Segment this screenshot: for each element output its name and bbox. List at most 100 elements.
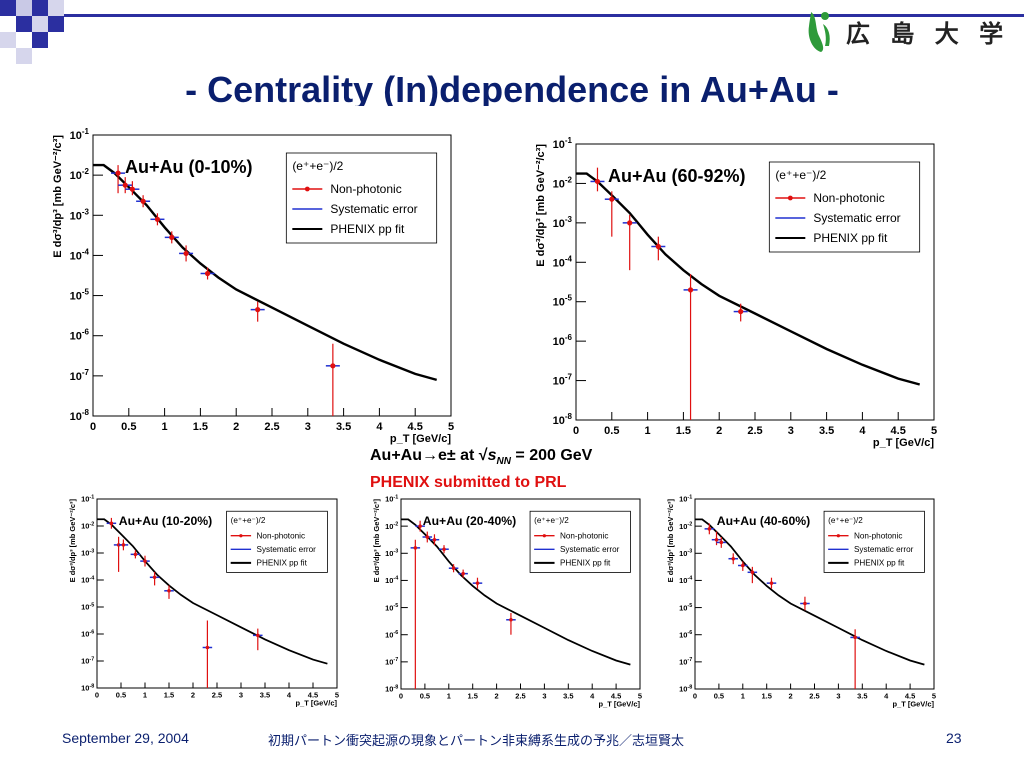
x-tick-label: 0.5 <box>604 425 619 437</box>
y-tick-label: 10-8 <box>553 412 573 427</box>
logo-emblem-dot <box>821 12 829 20</box>
data-point <box>122 182 128 188</box>
x-tick-label: 1.5 <box>193 421 208 433</box>
x-tick-label: 0.5 <box>420 692 430 701</box>
legend-entry: PHENIX pp fit <box>813 231 888 245</box>
x-tick-label: 1 <box>162 421 168 433</box>
plot-frame <box>92 134 452 417</box>
x-tick-label: 1 <box>447 692 451 701</box>
x-tick-label: 4.5 <box>905 692 915 701</box>
legend-box <box>285 152 438 244</box>
corner-square <box>0 0 16 16</box>
legend-entry: Non-photonic <box>257 531 306 540</box>
data-point <box>738 308 744 315</box>
y-tick-label: 10-7 <box>81 656 94 665</box>
x-tick-label: 0.5 <box>714 692 724 701</box>
x-tick-label: 2.5 <box>515 692 525 701</box>
x-tick-label: 2.5 <box>747 425 762 437</box>
x-tick-label: 5 <box>335 691 339 700</box>
y-tick-label: 10-4 <box>81 575 94 584</box>
y-tick-label: 10-1 <box>70 127 90 142</box>
x-axis-label: p_T [GeV/c] <box>390 433 451 445</box>
data-point <box>731 556 736 561</box>
legend-entry: PHENIX pp fit <box>257 559 308 568</box>
x-tick-label: 1.5 <box>676 425 691 437</box>
x-tick-label: 5 <box>931 425 937 437</box>
legend-entry: Non-photonic <box>330 182 401 196</box>
data-point <box>255 307 261 313</box>
data-point <box>205 645 210 650</box>
data-point <box>256 633 260 638</box>
corner-square <box>48 0 64 16</box>
university-logo <box>808 12 830 52</box>
y-tick-label: 10-8 <box>81 683 94 692</box>
y-tick-label: 10-3 <box>385 549 398 558</box>
data-point <box>121 543 126 547</box>
y-tick-label: 10-8 <box>70 408 90 423</box>
y-tick-label: 10-2 <box>70 167 90 182</box>
y-tick-label: 10-2 <box>81 521 94 530</box>
plot-frame <box>400 498 641 690</box>
corner-square <box>0 32 16 48</box>
y-tick-label: 10-4 <box>70 247 90 262</box>
plot-frame <box>575 143 935 421</box>
x-tick-label: 2.5 <box>212 691 222 700</box>
data-point <box>154 216 161 222</box>
x-tick-label: 4.5 <box>611 692 621 701</box>
particle-label: e± <box>438 447 456 464</box>
x-tick-label: 2 <box>495 692 499 701</box>
x-tick-label: 2 <box>716 425 722 437</box>
x-tick-label: 0 <box>573 425 579 437</box>
y-tick-label: 10-3 <box>70 207 90 222</box>
x-tick-label: 0.5 <box>116 691 126 700</box>
legend-entry: Non-photonic <box>854 531 903 540</box>
y-axis-label: E dσ³/dp³ [mb GeV⁻²/c³] <box>535 144 547 267</box>
data-point <box>109 521 114 526</box>
arrow-symbol: → <box>422 447 438 464</box>
y-tick-label: 10-7 <box>553 373 573 388</box>
x-tick-label: 1.5 <box>164 691 174 700</box>
x-tick-label: 3 <box>239 691 243 700</box>
y-axis-label: E dσ³/dp³ [mb GeV⁻²/c³] <box>372 498 381 582</box>
y-tick-label: 10-7 <box>385 657 398 666</box>
energy-subscript: NN <box>496 456 511 468</box>
legend-entry: PHENIX pp fit <box>854 559 905 568</box>
fit-curve <box>97 518 328 665</box>
x-tick-label: 2 <box>789 692 793 701</box>
y-tick-label: 10-1 <box>553 136 573 151</box>
y-tick-label: 10-1 <box>81 494 94 503</box>
x-tick-label: 4 <box>376 421 383 433</box>
y-axis-label: E dσ³/dp³ [mb GeV⁻²/c³] <box>666 498 675 582</box>
data-point <box>714 537 719 542</box>
legend-box <box>768 161 921 253</box>
fit-curve <box>576 172 921 386</box>
data-point <box>803 601 807 606</box>
footer-center-text: 初期パートン衝突起源の現象とパートン非束縛系生成の予兆／志垣賢太 <box>268 734 685 749</box>
y-tick-label: 10-7 <box>70 368 90 383</box>
x-axis-label: p_T [GeV/c] <box>892 700 934 709</box>
x-tick-label: 4.5 <box>308 691 318 700</box>
x-tick-label: 3.5 <box>260 691 270 700</box>
x-tick-label: 1.5 <box>468 692 478 701</box>
collision-system: Au+Au <box>370 447 422 464</box>
corner-square <box>32 32 48 48</box>
y-tick-label: 10-7 <box>679 657 692 666</box>
y-tick-label: 10-4 <box>679 576 692 585</box>
x-tick-label: 5 <box>932 692 936 701</box>
y-tick-label: 10-5 <box>385 603 398 612</box>
legend-entry: Systematic error <box>813 211 900 225</box>
slide-title: - Centrality (In)dependence in Au+Au - <box>185 69 839 106</box>
y-tick-label: 10-6 <box>553 333 573 348</box>
legend-swatch-marker <box>239 534 243 538</box>
x-tick-label: 4 <box>287 691 292 700</box>
x-tick-label: 5 <box>638 692 642 701</box>
panel-title: Au+Au (40-60%) <box>717 514 810 528</box>
page-number: 23 <box>946 730 962 746</box>
x-tick-label: 1 <box>645 425 651 437</box>
x-tick-label: 3.5 <box>819 425 834 437</box>
legend-entry: Non-photonic <box>813 191 884 205</box>
x-tick-label: 0 <box>90 421 96 433</box>
data-point <box>432 537 437 542</box>
data-point <box>425 535 430 539</box>
energy-at: at √ <box>455 447 488 464</box>
